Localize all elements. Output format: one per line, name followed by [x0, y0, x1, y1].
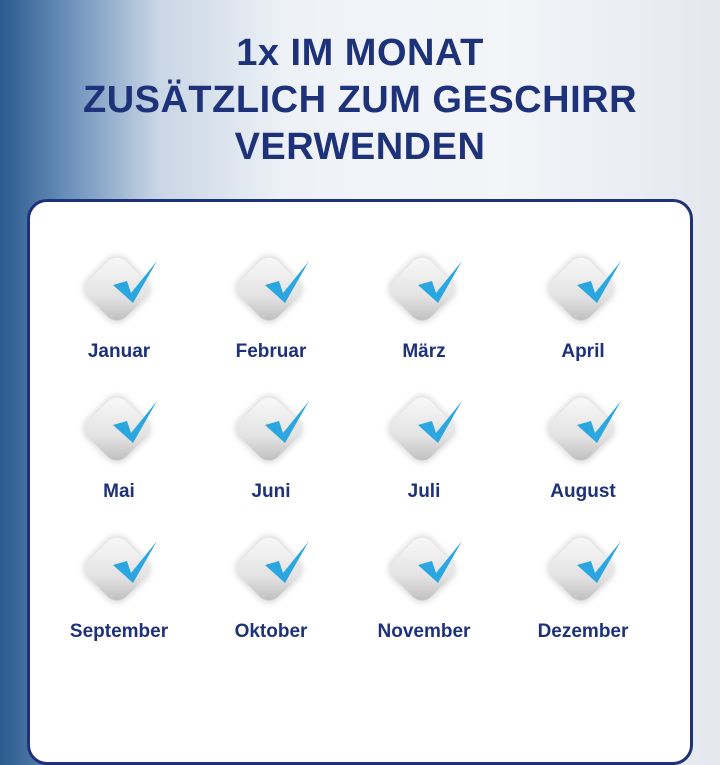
headline-line-1: 1x IM MONAT [236, 32, 484, 74]
tablet-check-icon [83, 395, 157, 463]
month-label: Februar [235, 341, 307, 362]
month-item: Juni [186, 385, 356, 503]
tablet-check-icon [235, 395, 309, 463]
month-item: August [498, 385, 668, 503]
month-label: Juni [251, 481, 291, 502]
month-label: August [550, 481, 616, 502]
month-label: November [377, 621, 471, 642]
tablet-check-icon [83, 535, 157, 603]
month-item: Januar [34, 245, 204, 363]
month-label: Mai [103, 481, 135, 502]
month-item: Oktober [186, 525, 356, 643]
month-item: Dezember [498, 525, 668, 643]
month-label: Juli [407, 481, 441, 502]
month-item: November [339, 525, 509, 643]
month-label: Dezember [537, 621, 629, 642]
month-item: September [34, 525, 204, 643]
tablet-check-icon [388, 255, 462, 323]
tablet-check-icon [235, 255, 309, 323]
month-label: März [402, 341, 446, 362]
month-label: Januar [87, 341, 151, 362]
tablet-check-icon [388, 395, 462, 463]
tablet-check-icon [388, 535, 462, 603]
month-item: Februar [186, 245, 356, 363]
month-item: Mai [34, 385, 204, 503]
month-label: Oktober [234, 621, 308, 642]
month-item: März [339, 245, 509, 363]
month-label: September [69, 621, 169, 642]
headline: 1x IM MONAT ZUSÄTZLICH ZUM GESCHIRR VERW… [0, 30, 720, 171]
tablet-check-icon [235, 535, 309, 603]
tablet-check-icon [547, 395, 621, 463]
headline-line-3: VERWENDEN [234, 126, 486, 168]
headline-line-2: ZUSÄTZLICH ZUM GESCHIRR [82, 79, 638, 121]
tablet-check-icon [547, 535, 621, 603]
month-item: April [498, 245, 668, 363]
month-item: Juli [339, 385, 509, 503]
tablet-check-icon [547, 255, 621, 323]
month-label: April [561, 341, 605, 362]
tablet-check-icon [83, 255, 157, 323]
